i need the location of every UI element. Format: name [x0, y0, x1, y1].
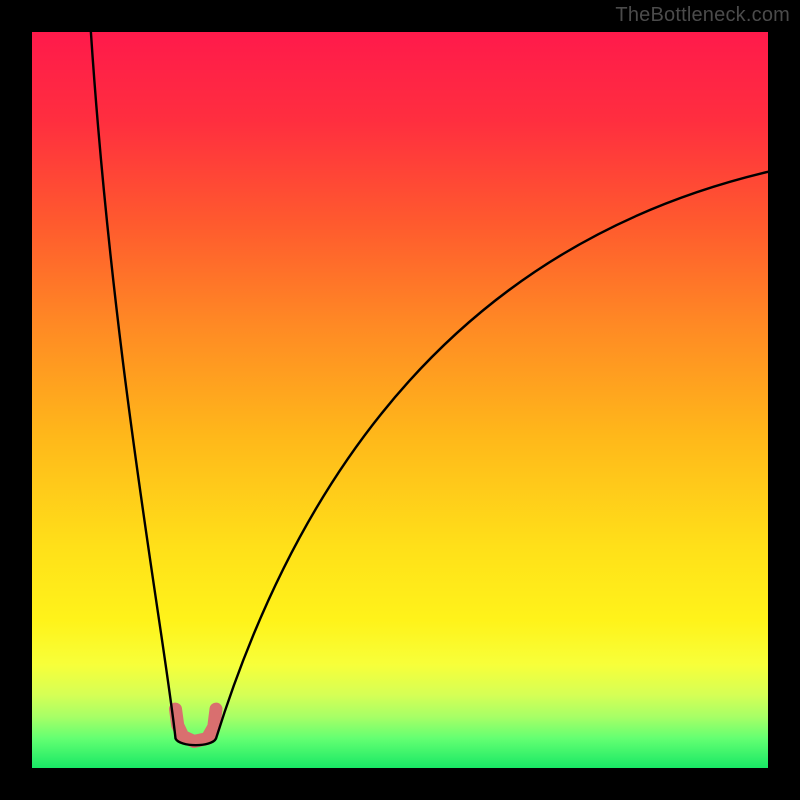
bottleneck-curve — [91, 32, 768, 745]
curve-svg — [32, 32, 768, 768]
plot-area — [32, 32, 768, 768]
valley-marker — [176, 709, 216, 741]
chart-stage: TheBottleneck.com — [0, 0, 800, 800]
watermark-text: TheBottleneck.com — [615, 4, 790, 27]
